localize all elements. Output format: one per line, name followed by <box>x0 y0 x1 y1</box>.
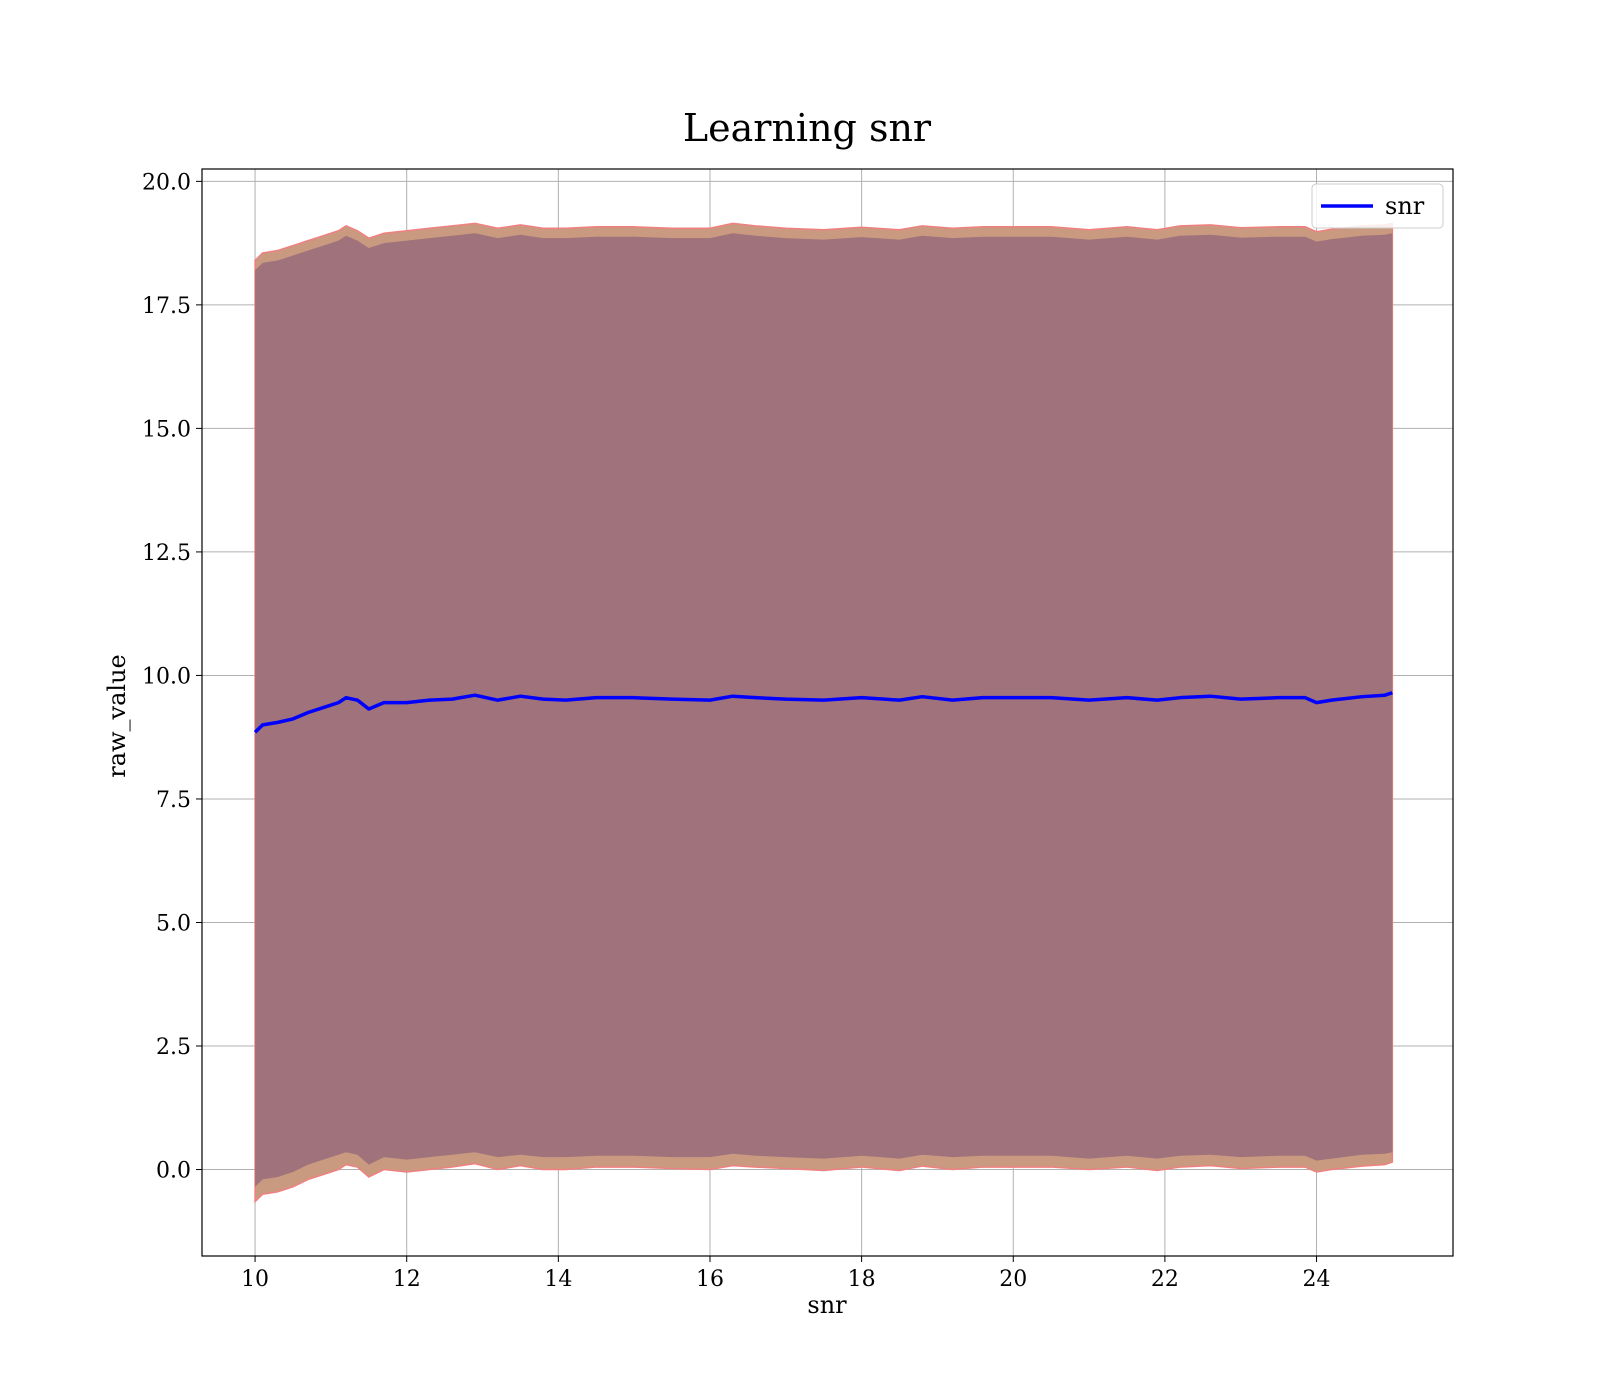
y-tick-label-7: 17.5 <box>142 294 191 319</box>
y-tick-label-5: 12.5 <box>142 541 191 566</box>
x-tick-label-5: 20 <box>999 1267 1027 1292</box>
legend-label-snr: snr <box>1385 192 1425 220</box>
legend: snr <box>1311 183 1444 229</box>
x-tick-label-7: 24 <box>1303 1267 1331 1292</box>
y-ticks: 0.0 2.5 5.0 7.5 10.0 12.5 15.0 17.5 20.0 <box>142 170 202 1184</box>
x-tick-label-6: 22 <box>1151 1267 1179 1292</box>
x-tick-label-1: 12 <box>393 1267 421 1292</box>
y-tick-label-0: 0.0 <box>156 1159 191 1184</box>
bands <box>254 222 1394 1204</box>
plot-frame <box>201 168 1454 1257</box>
y-tick-label-3: 7.5 <box>156 788 191 813</box>
y-axis-label: raw_value <box>103 654 131 778</box>
series-line-snr <box>253 691 1393 734</box>
y-tick-label-6: 15.0 <box>142 417 191 442</box>
legend-box <box>1311 183 1444 229</box>
x-axis-label: snr <box>807 1291 847 1319</box>
x-tick-label-4: 18 <box>848 1267 876 1292</box>
series-lines <box>253 691 1393 734</box>
x-tick-label-0: 10 <box>241 1267 269 1292</box>
inner-band <box>255 233 1393 1187</box>
y-tick-label-8: 20.0 <box>142 170 191 195</box>
chart-title: Learning snr <box>683 106 932 150</box>
y-tick-label-1: 2.5 <box>156 1035 191 1060</box>
x-ticks: 10 12 14 16 18 20 22 24 <box>241 1256 1331 1292</box>
x-tick-label-2: 14 <box>544 1267 572 1292</box>
y-tick-label-2: 5.0 <box>156 911 191 936</box>
y-tick-label-4: 10.0 <box>142 664 191 689</box>
x-tick-label-3: 16 <box>696 1267 724 1292</box>
